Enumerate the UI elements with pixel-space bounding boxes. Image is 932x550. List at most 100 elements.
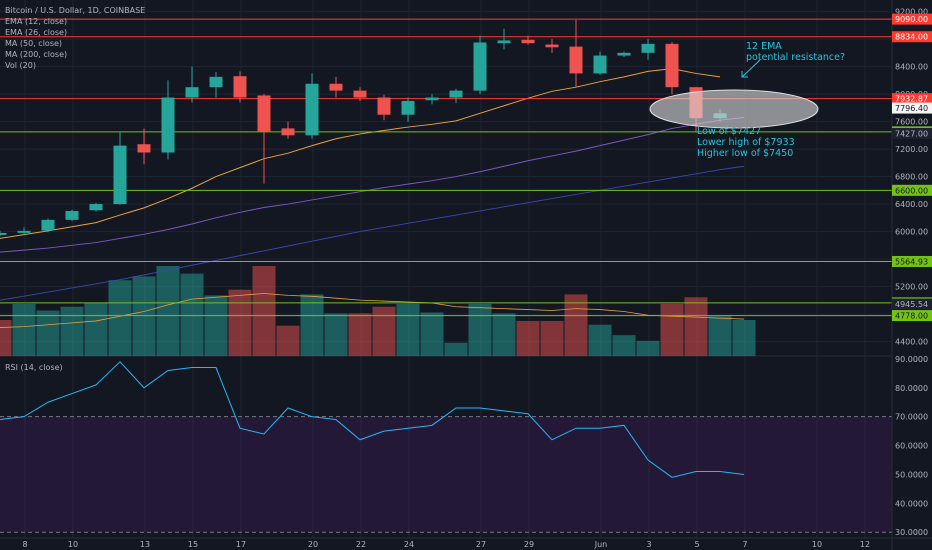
volume-bar [396, 303, 420, 356]
time-tick-label: 22 [356, 540, 366, 549]
level-price-tag: 5564.93 [895, 257, 928, 266]
volume-bar [372, 306, 396, 356]
candle-body [17, 230, 31, 233]
annotation-arrow [741, 59, 761, 78]
volume-bar [60, 306, 84, 356]
price-tag: 4945.54 [895, 300, 928, 309]
rsi-tick-label: 80.0000 [895, 384, 928, 393]
price-tick-label: 4400.00 [895, 338, 928, 347]
rsi-axis[interactable]: 90.0000 80.0000 70.0000 60.0000 50.0000 40.00… [895, 355, 928, 537]
annotation-arrow-head [741, 71, 748, 78]
rsi-tick-label: 40.0000 [895, 499, 928, 508]
rsi-line [0, 361, 745, 478]
price-tick-label: 6800.00 [895, 173, 928, 182]
volume-bar [204, 295, 228, 356]
volume-bar [588, 324, 612, 356]
volume-bar [132, 276, 156, 356]
ma50-line [0, 165, 745, 301]
legend-volume[interactable]: Vol (20) [5, 61, 36, 70]
rsi-band [0, 416, 892, 533]
candle-body [473, 42, 487, 91]
legend-ema12[interactable]: EMA (12, close) [5, 17, 67, 26]
legend-ma50[interactable]: MA (50, close) [5, 39, 62, 48]
candle-body [617, 52, 631, 56]
annotation-resistance-line2: potential resistance? [746, 52, 845, 63]
level-price-tag-bg [892, 31, 932, 43]
candle-body [281, 128, 295, 136]
candle-body [185, 87, 199, 98]
annotation-level-higher-low: Higher low of $7450 [697, 148, 793, 159]
legend-rsi[interactable]: RSI (14, close) [5, 363, 63, 372]
volume-bar [732, 320, 756, 356]
time-tick-label: 13 [140, 540, 150, 549]
annotation-level-low: Low of $7427 [697, 126, 761, 137]
price-tag: 7796.40 [895, 104, 928, 113]
legend-ma200[interactable]: MA (200, close) [5, 50, 67, 59]
level-price-tag: 6600.00 [895, 186, 928, 195]
level-price-tag: 8834.00 [895, 33, 928, 42]
candle-body [209, 76, 223, 88]
price-tag-bg [892, 102, 932, 114]
volume-bar [492, 313, 516, 356]
volume-bar [300, 294, 324, 356]
candle-body [65, 210, 79, 220]
annotation-levels: Low of $7427 Lower high of $7933 Higher … [697, 126, 795, 159]
price-tag: 7427.00 [895, 129, 928, 138]
time-axis[interactable]: 8 10 13 15 17 20 22 24 27 29 Jun 3 5 7 10 12 [0, 537, 932, 549]
level-price-tag-bg [892, 93, 932, 105]
ema26-line [0, 116, 745, 253]
time-tick-label: Jun [594, 540, 608, 549]
price-tick-label: 7200.00 [895, 145, 928, 154]
price-tag-bg [892, 298, 932, 310]
time-tick-label: 10 [68, 540, 78, 549]
legend-ema26[interactable]: EMA (26, close) [5, 28, 67, 37]
volume-bar [468, 303, 492, 356]
candle-body [641, 43, 655, 53]
candle-body [113, 145, 127, 205]
candle-body [89, 204, 103, 211]
annotation-resistance: 12 EMA potential resistance? [746, 41, 845, 63]
annotation-resistance-line1: 12 EMA [746, 41, 782, 52]
time-tick-label: 29 [524, 540, 534, 549]
grid [0, 0, 892, 538]
price-tag-bg [892, 127, 932, 139]
time-tick-label: 17 [236, 540, 246, 549]
candle-body [41, 219, 55, 231]
candle-body [545, 44, 559, 48]
time-tick-label: 20 [308, 540, 318, 549]
highlight-ellipse[interactable] [649, 89, 819, 129]
volume-bar [564, 294, 588, 356]
candle-body [665, 43, 679, 88]
time-tick-label: 3 [646, 540, 651, 549]
price-tick-label: 8400.00 [895, 63, 928, 72]
price-tick-label: 6400.00 [895, 200, 928, 209]
indicator-legend[interactable]: Bitcoin / U.S. Dollar, 1D, COINBASE EMA … [5, 6, 145, 372]
volume-bar [12, 303, 36, 356]
rsi-tick-label: 60.0000 [895, 442, 928, 451]
volume-bar [0, 320, 12, 356]
candle-body [305, 83, 319, 136]
candle-body [569, 46, 583, 74]
volume-bar [540, 320, 564, 356]
price-axis[interactable]: 9200.008800.008400.008000.007600.007200.… [891, 0, 932, 550]
candle-body [521, 39, 535, 44]
volume-bar [228, 289, 252, 356]
volume-bar [84, 302, 108, 356]
candle-body [137, 144, 151, 153]
volume-bar [36, 310, 60, 356]
volume-bar [180, 273, 204, 356]
time-tick-label: 5 [694, 540, 699, 549]
time-tick-label: 10 [812, 540, 822, 549]
time-tick-label: 8 [22, 540, 27, 549]
price-tick-label: 7600.00 [895, 118, 928, 127]
candle-body [353, 90, 367, 98]
level-price-tag-bg [892, 255, 932, 267]
candle-body [425, 97, 439, 101]
rsi-pane [0, 361, 892, 533]
time-tick-label: 27 [476, 540, 486, 549]
volume-bar [660, 303, 684, 356]
level-price-tag-bg [892, 310, 932, 322]
candle-body [233, 76, 247, 98]
